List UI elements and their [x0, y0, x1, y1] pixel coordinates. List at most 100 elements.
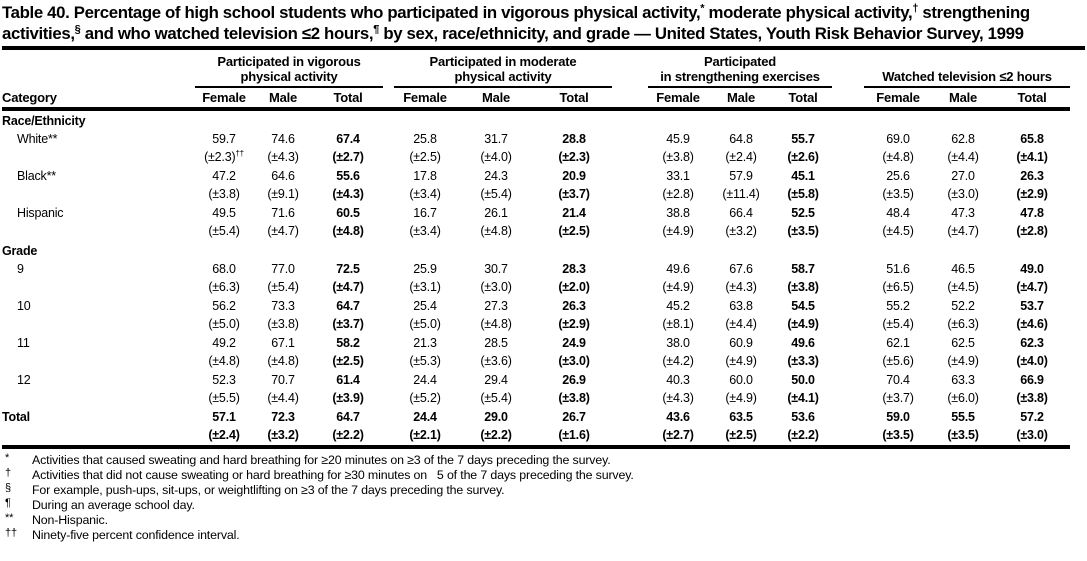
value-cell: 26.3: [1020, 169, 1044, 183]
group-gap: [383, 389, 394, 408]
row-label: 12: [17, 373, 31, 387]
value-cell: 59.7: [212, 132, 236, 146]
group-gap: [832, 408, 864, 426]
value-cell: 52.5: [791, 206, 815, 220]
ci-cell: (±11.4): [722, 187, 760, 201]
value-cell: 24.3: [484, 169, 508, 183]
value-cell: 52.2: [951, 299, 975, 313]
value-cell: 24.4: [413, 410, 437, 424]
column-header-female: Female: [864, 87, 933, 111]
column-header-total: Total: [994, 87, 1071, 111]
footnote: * Activities that caused sweating and har…: [3, 452, 1085, 468]
value-cell: 60.0: [729, 373, 753, 387]
value-cell: 65.8: [1020, 132, 1044, 146]
ci-cell: (±2.8): [1016, 224, 1048, 238]
value-cell: 62.5: [951, 336, 975, 350]
row-label-spacer: [2, 148, 195, 167]
ci-cell: (±4.7): [267, 224, 299, 238]
footnote: † Activities that did not cause sweating …: [3, 467, 1085, 483]
ci-cell: (±2.5): [558, 224, 590, 238]
ci-cell: (±8.1): [662, 317, 694, 331]
ci-cell: (±3.5): [882, 187, 914, 201]
value-cell: 50.0: [791, 373, 815, 387]
title-footnote-marker: †: [912, 2, 919, 15]
value-cell: 47.8: [1020, 206, 1044, 220]
ci-cell: (±3.3): [787, 354, 819, 368]
group-gap: [383, 130, 394, 148]
ci-cell: (±3.9): [332, 391, 364, 405]
column-header-total: Total: [313, 87, 383, 111]
title-rule: [2, 46, 1085, 50]
value-cell: 29.4: [484, 373, 508, 387]
row-label: 11: [17, 336, 30, 350]
footnote-text: Ninety-five percent confidence interval.: [32, 528, 240, 542]
ci-cell: (±4.3): [662, 391, 694, 405]
value-cell: 49.6: [791, 336, 815, 350]
ci-cell: (±6.3): [947, 317, 979, 331]
ci-cell: (±3.8): [267, 317, 299, 331]
group-gap: [383, 334, 394, 352]
value-cell: 63.8: [729, 299, 753, 313]
footnote-marker: **: [5, 512, 14, 524]
group-gap: [383, 204, 394, 222]
ci-cell: (±5.4): [882, 317, 914, 331]
ci-cell: (±4.7): [1016, 280, 1048, 294]
value-cell: 66.4: [729, 206, 753, 220]
group-gap: [612, 260, 648, 278]
value-cell: 33.1: [666, 169, 690, 183]
value-cell: 28.3: [562, 262, 586, 276]
ci-cell: (±2.0): [558, 280, 590, 294]
group-header-row: Participated in vigorous physical activit…: [2, 52, 1071, 88]
ci-cell: (±2.7): [332, 150, 364, 164]
value-cell: 62.3: [1020, 336, 1044, 350]
ci-cell: (±4.8): [882, 150, 914, 164]
value-cell: 73.3: [271, 299, 295, 313]
ci-cell: (±4.9): [725, 391, 757, 405]
ci-cell: (±4.8): [332, 224, 364, 238]
value-cell: 63.3: [951, 373, 975, 387]
group-gap: [832, 334, 864, 352]
value-cell: 25.4: [413, 299, 437, 313]
category-header: Category: [2, 87, 195, 111]
title-text: moderate physical activity,: [704, 3, 913, 22]
ci-cell: (±1.6): [536, 426, 613, 449]
group-gap: [612, 426, 649, 449]
footnote-marker: §: [5, 482, 11, 494]
group-gap: [832, 389, 864, 408]
value-row: 12 52.3 70.7 61.4 24.4 29.4 26.9 40.3 60.0 50.0 70…: [2, 371, 1070, 389]
column-group-header: Participated in moderate physical activit…: [394, 52, 613, 88]
row-label: 9: [17, 262, 24, 276]
value-cell: 52.3: [212, 373, 236, 387]
ci-cell: (±4.4): [725, 317, 757, 331]
ci-cell: (±4.5): [947, 280, 979, 294]
value-cell: 64.6: [271, 169, 295, 183]
ci-cell: (±4.3): [267, 150, 299, 164]
group-gap: [383, 148, 394, 167]
ci-cell: (±4.9): [662, 280, 694, 294]
value-row: 9 68.0 77.0 72.5 25.9 30.7 28.3 49.6 67.6 58.7 51.…: [2, 260, 1070, 278]
section-row: Grade: [2, 241, 1070, 260]
group-gap: [383, 278, 394, 297]
group-gap: [832, 426, 865, 449]
value-cell: 49.2: [212, 336, 236, 350]
ci-cell: (±4.1): [1016, 150, 1048, 164]
value-cell: 67.6: [729, 262, 753, 276]
ci-cell: (±3.8): [662, 150, 694, 164]
row-label-spacer: [2, 389, 195, 408]
value-row: 10 56.2 73.3 64.7 25.4 27.3 26.3 45.2 63.8 54.5 55…: [2, 297, 1070, 315]
ci-row: (±5.5) (±4.4) (±3.9) (±5.2) (±5.4) (±3.8) (±4.…: [2, 389, 1070, 408]
ci-cell: (±6.0): [947, 391, 979, 405]
column-header-female: Female: [195, 87, 253, 111]
group-gap: [383, 408, 394, 426]
ci-cell: (±4.8): [208, 354, 240, 368]
ci-cell: (±3.0): [480, 280, 512, 294]
value-cell: 29.0: [484, 410, 508, 424]
title-footnote-marker: *: [700, 2, 705, 15]
group-gap: [612, 352, 648, 371]
ci-cell: (±3.8): [208, 187, 240, 201]
value-cell: 43.6: [666, 410, 690, 424]
section-heading: Grade: [2, 243, 38, 258]
row-label-spacer: [2, 185, 195, 204]
ci-cell: (±2.5): [708, 426, 775, 449]
value-cell: 55.6: [336, 169, 360, 183]
